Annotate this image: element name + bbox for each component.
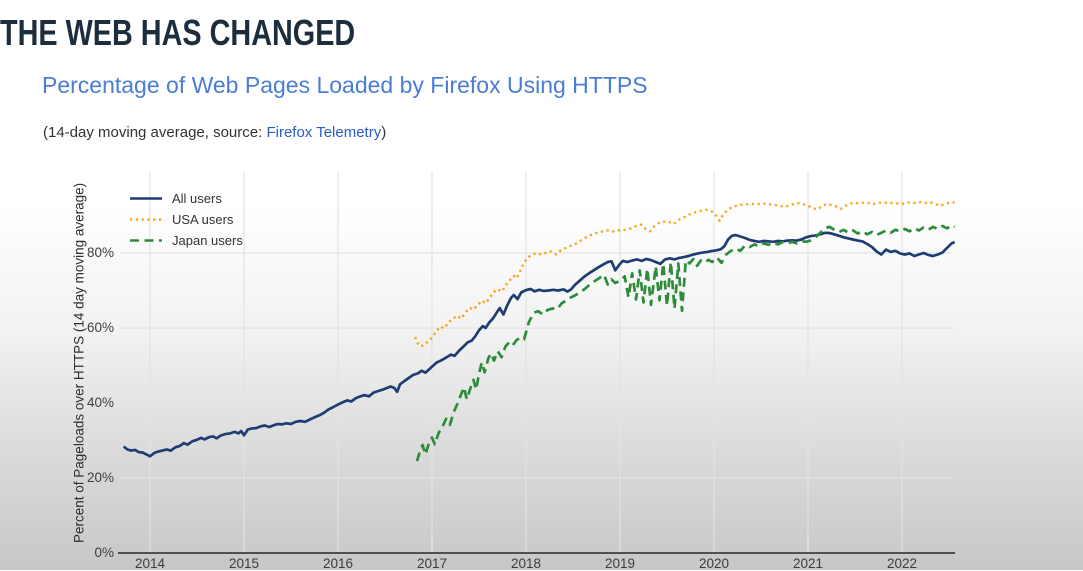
legend-item-all-users: All users [128, 188, 243, 209]
legend-label-usa-users: USA users [172, 212, 234, 227]
y-tick-label: 60% [86, 320, 114, 335]
x-tick-label: 2014 [134, 556, 166, 571]
subtitle-prefix: (14-day moving average, source: [43, 124, 267, 141]
legend-line-usa-users [130, 218, 162, 221]
chart-subtitle: (14-day moving average, source: Firefox … [43, 124, 386, 141]
legend-line-japan-users [130, 239, 162, 242]
x-tick-label: 2019 [604, 556, 636, 571]
legend-label-all-users: All users [172, 191, 222, 206]
legend-item-usa-users: USA users [128, 209, 243, 230]
x-tick-label: 2018 [510, 556, 542, 571]
legend-label-japan-users: Japan users [172, 233, 243, 248]
y-tick-label: 20% [86, 470, 114, 485]
series-line-usa-users [414, 200, 955, 348]
x-tick-label: 2021 [792, 556, 824, 571]
x-tick-label: 2020 [698, 556, 730, 571]
x-tick-label: 2015 [228, 556, 260, 571]
legend-line-all-users [130, 197, 162, 200]
x-tick-label: 2017 [416, 556, 448, 571]
chart-legend: All users USA users Japan users [128, 188, 243, 251]
y-tick-label: 40% [86, 395, 114, 410]
firefox-telemetry-link[interactable]: Firefox Telemetry [266, 124, 382, 141]
y-tick-label: 80% [86, 245, 114, 260]
subtitle-suffix: ) [381, 124, 387, 141]
series-line-japan-users [415, 223, 956, 462]
x-tick-label: 2022 [886, 556, 918, 571]
y-axis-label: Percent of Pageloads over HTTPS (14 day … [71, 182, 87, 544]
y-tick-label: 0% [94, 545, 114, 560]
slide-heading: THE WEB HAS CHANGED [0, 12, 356, 53]
series-line-all-users [122, 231, 956, 458]
chart-title: Percentage of Web Pages Loaded by Firefo… [42, 72, 648, 98]
legend-item-japan-users: Japan users [128, 230, 243, 251]
x-tick-label: 2016 [322, 556, 354, 571]
